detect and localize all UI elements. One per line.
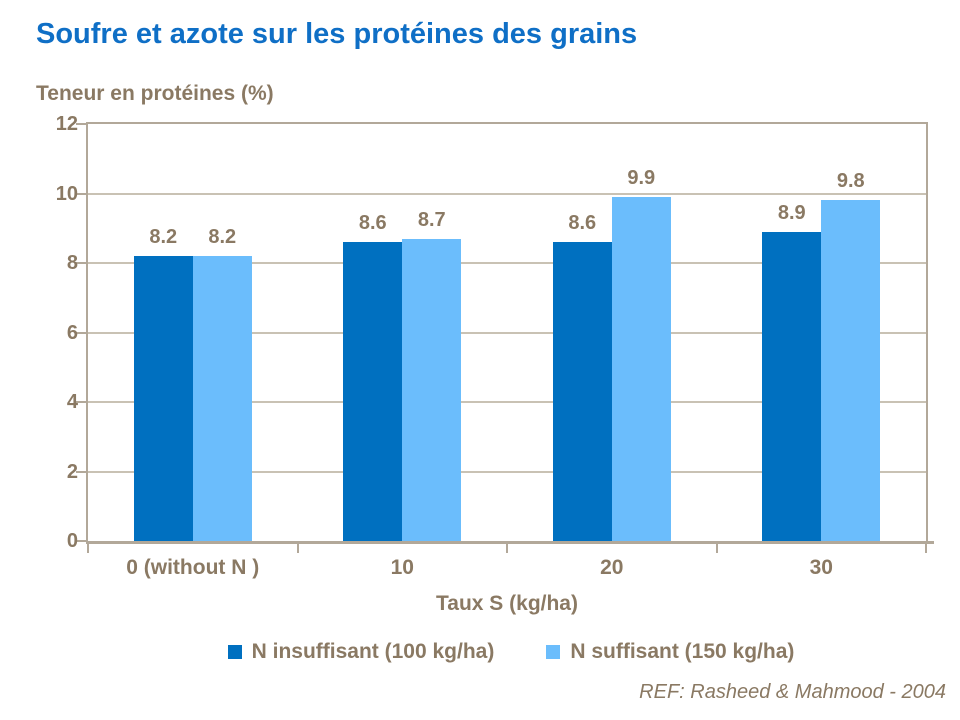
y-axis-tick-label: 2 [66,460,78,483]
bar-value-label: 8.2 [149,226,178,249]
bar-series2 [192,256,252,541]
bar-series1 [762,231,822,541]
x-axis-tick [925,544,927,553]
bar-value-label: 9.8 [836,170,865,193]
y-axis-tick [76,401,88,403]
bar-value-label: 8.6 [358,212,387,235]
legend-item-series1: N insuffisant (100 kg/ha) [227,640,495,664]
gridline [88,192,926,195]
gridline [88,262,926,264]
x-axis-category-label: 20 [600,556,624,579]
x-axis-tick [296,544,299,553]
y-axis-tick [76,331,88,334]
x-axis-category-label: 30 [809,556,833,579]
bar-series1 [552,242,612,541]
x-axis-tick [506,544,508,553]
bar-series2 [402,238,462,541]
x-axis-tick [87,544,89,553]
bar-value-label: 8.2 [208,226,237,249]
legend-item-series2: N suffisant (150 kg/ha) [546,640,794,664]
y-axis-title: Teneur en protéines (%) [36,82,274,105]
legend-label: N insuffisant (100 kg/ha) [251,640,495,663]
x-axis-title: Taux S (kg/ha) [436,592,578,615]
legend-marker-icon [546,645,561,659]
y-axis-tick [76,540,88,542]
y-axis-tick [76,123,88,125]
gridline [88,331,926,334]
gridline [88,401,926,403]
bar-series1 [133,256,193,541]
x-axis-tick [715,544,718,553]
x-axis-category-label: 0 (without N ) [126,556,260,579]
y-axis-tick-label: 6 [66,321,78,344]
bar-value-label: 8.7 [417,208,446,231]
bar-value-label: 9.9 [627,166,656,189]
bar-series2 [821,200,881,541]
y-axis-tick [76,470,88,473]
y-axis-tick-label: 8 [66,252,78,274]
bar-value-label: 8.9 [777,201,806,224]
legend-label: N suffisant (150 kg/ha) [570,640,795,663]
reference-text: REF: Rasheed & Mahmood - 2004 [639,681,946,703]
bar-series1 [343,242,403,541]
bar-series2 [611,196,671,541]
legend: N insuffisant (100 kg/ha) N suffisant (15… [62,640,960,664]
y-axis-tick [76,192,88,195]
x-axis-category-label: 10 [390,556,414,579]
plot-border-right [926,122,928,541]
bar-value-label: 8.6 [568,212,597,235]
plot-border-top [88,122,928,124]
y-axis-tick-label: 10 [55,182,78,205]
chart-title: Soufre et azote sur les protéines des gr… [36,18,638,50]
y-axis-tick-label: 0 [66,530,78,552]
y-axis-tick [76,262,88,264]
legend-marker-icon [227,645,242,659]
gridline [88,470,926,473]
y-axis-tick-label: 12 [55,113,78,135]
y-axis-tick-label: 4 [66,391,78,413]
x-axis-line [86,541,934,544]
